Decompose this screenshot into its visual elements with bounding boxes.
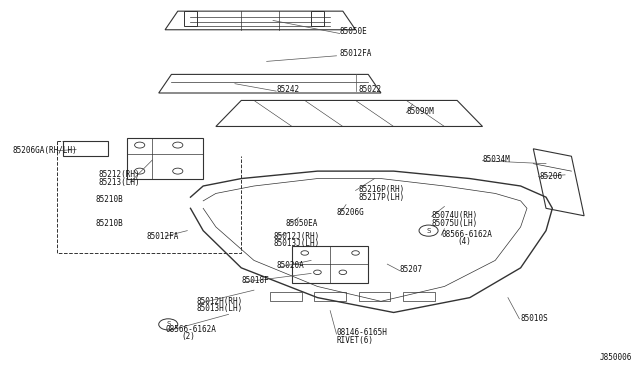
- Text: 85210B: 85210B: [95, 195, 123, 203]
- Text: 85242: 85242: [276, 85, 300, 94]
- Text: 85020A: 85020A: [276, 262, 304, 270]
- Bar: [311, 11, 324, 26]
- Text: 85213(LH): 85213(LH): [99, 178, 140, 187]
- Bar: [292, 246, 368, 283]
- Text: 85012FA: 85012FA: [340, 49, 372, 58]
- Bar: [314, 292, 346, 301]
- Bar: [184, 11, 197, 26]
- Text: 08146-6165H: 08146-6165H: [337, 328, 387, 337]
- Text: 85013H(LH): 85013H(LH): [197, 304, 243, 313]
- Text: (4): (4): [457, 237, 471, 246]
- Text: 85018F: 85018F: [241, 276, 269, 285]
- Text: 85022: 85022: [359, 85, 382, 94]
- Text: 85210B: 85210B: [95, 219, 123, 228]
- Bar: [270, 292, 301, 301]
- Text: 85012H(RH): 85012H(RH): [197, 297, 243, 306]
- Text: 85207: 85207: [400, 265, 423, 274]
- Text: 85050E: 85050E: [340, 27, 367, 36]
- Text: 85012J(RH): 85012J(RH): [273, 232, 319, 241]
- Text: 85012FA: 85012FA: [146, 232, 179, 241]
- Text: 85075U(LH): 85075U(LH): [432, 219, 478, 228]
- Text: 85034M: 85034M: [483, 155, 510, 164]
- Text: J850006: J850006: [600, 353, 632, 362]
- Text: 85074U(RH): 85074U(RH): [432, 211, 478, 220]
- Text: 85206G: 85206G: [337, 208, 364, 217]
- Text: 85206: 85206: [540, 172, 563, 181]
- Text: 85013J(LH): 85013J(LH): [273, 239, 319, 248]
- Bar: [403, 292, 435, 301]
- Bar: [359, 292, 390, 301]
- Text: 85217P(LH): 85217P(LH): [359, 193, 405, 202]
- Text: 85090M: 85090M: [406, 107, 434, 116]
- Text: 85010S: 85010S: [520, 314, 548, 323]
- Text: 85206GA(RH/LH): 85206GA(RH/LH): [13, 146, 77, 155]
- Text: 85216P(RH): 85216P(RH): [359, 185, 405, 194]
- Text: (2): (2): [181, 332, 195, 341]
- Text: S: S: [166, 321, 170, 327]
- Text: 08566-6162A: 08566-6162A: [441, 230, 492, 239]
- Text: 85212(RH): 85212(RH): [99, 170, 140, 179]
- Text: S: S: [426, 228, 431, 234]
- Text: 85050EA: 85050EA: [285, 219, 318, 228]
- Text: 08566-6162A: 08566-6162A: [165, 325, 216, 334]
- Text: RIVET(6): RIVET(6): [337, 336, 374, 345]
